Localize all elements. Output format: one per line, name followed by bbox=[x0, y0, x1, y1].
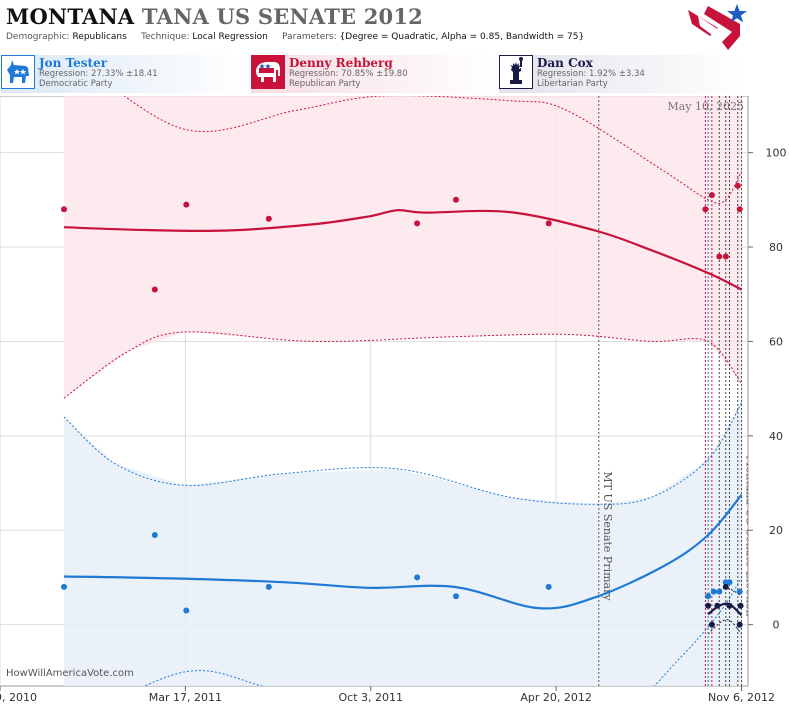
donkey-icon bbox=[1, 55, 35, 89]
event-label: MT US Senate Primary bbox=[601, 471, 614, 601]
poll-point bbox=[414, 220, 421, 227]
y-tick-label: 20 bbox=[769, 524, 783, 537]
y-tick-label: 60 bbox=[769, 335, 783, 348]
regression-line bbox=[63, 494, 743, 610]
confidence-lower-line bbox=[63, 331, 742, 399]
poll-point bbox=[736, 621, 743, 628]
confidence-bands bbox=[63, 96, 742, 686]
event-label: Montana US Senate Election bbox=[744, 455, 757, 616]
confidence-lower-line bbox=[707, 619, 742, 635]
event-lines: MT US Senate Primary Montana US Senate El… bbox=[598, 96, 757, 686]
poll-point bbox=[265, 215, 272, 222]
poll-point bbox=[414, 574, 421, 581]
parameters-label: Parameters: bbox=[282, 32, 337, 42]
poll-point bbox=[716, 253, 723, 260]
poll-point bbox=[736, 206, 743, 213]
site-logo bbox=[688, 4, 747, 50]
candidate-party: Democratic Party bbox=[39, 79, 113, 89]
poll-point bbox=[545, 220, 552, 227]
candidate-party: Libertarian Party bbox=[537, 79, 608, 89]
poll-point bbox=[710, 588, 717, 595]
candidate-card-tester[interactable]: Jon Tester Regression: 27.33% ±18.41 Dem… bbox=[1, 55, 246, 93]
title-race: TANA US SENATE 2012 bbox=[141, 4, 423, 29]
poll-point bbox=[734, 182, 741, 189]
header: MONTANA TANA US SENATE 2012 Demographic:… bbox=[6, 4, 686, 46]
x-tick-label: Nov 6, 2012 bbox=[708, 691, 775, 704]
confidence-upper-line bbox=[63, 402, 742, 505]
poll-point bbox=[702, 206, 709, 213]
poll-point bbox=[722, 253, 729, 260]
chart-parameters: Demographic: Republicans Technique: Loca… bbox=[6, 32, 686, 42]
candidate-regression: Regression: 27.33% ±18.41 bbox=[39, 69, 158, 79]
poll-point bbox=[61, 206, 67, 213]
y-tick-label: 40 bbox=[769, 430, 783, 443]
technique-label: Technique: bbox=[141, 32, 190, 42]
poll-point bbox=[183, 201, 190, 208]
poll-point bbox=[726, 579, 733, 586]
candidate-name: Dan Cox bbox=[537, 56, 593, 70]
poll-point bbox=[716, 588, 723, 595]
current-date-label: May 10, 2025 bbox=[667, 100, 744, 113]
confidence-band-fill bbox=[63, 96, 742, 399]
confidence-band-fill bbox=[63, 402, 742, 686]
demographic-label: Demographic: bbox=[6, 32, 70, 42]
x-tick-label: Apr 20, 2012 bbox=[520, 691, 592, 704]
axes: Aug 29, 2010 Mar 17, 2011 Oct 3, 2011 Apr 2… bbox=[0, 147, 787, 704]
candidate-card-rehberg[interactable]: Denny Rehberg Regression: 70.85% ±19.80 … bbox=[251, 55, 496, 93]
x-tick-label: Mar 17, 2011 bbox=[149, 691, 222, 704]
candidate-name: Denny Rehberg bbox=[289, 56, 393, 70]
poll-point bbox=[151, 532, 158, 538]
x-tick-label: Oct 3, 2011 bbox=[338, 691, 403, 704]
poll-point bbox=[736, 588, 743, 595]
regression-line bbox=[707, 602, 743, 617]
technique-value: Local Regression bbox=[192, 32, 268, 42]
title-state: MONTANA bbox=[6, 4, 135, 29]
poll-point bbox=[705, 593, 712, 600]
candidate-card-cox[interactable]: Dan Cox Regression: 1.92% ±3.34 Libertar… bbox=[499, 55, 744, 93]
poll-point bbox=[726, 602, 733, 609]
y-tick-label: 100 bbox=[766, 147, 787, 160]
poll-point bbox=[737, 602, 744, 609]
x-tick-label: Aug 29, 2010 bbox=[0, 691, 37, 704]
site-credit: HowWillAmericaVote.com bbox=[6, 668, 134, 679]
candidate-party: Republican Party bbox=[289, 79, 361, 89]
poll-point bbox=[705, 602, 712, 609]
y-tick-label: 0 bbox=[773, 619, 780, 632]
series-layer bbox=[61, 182, 744, 628]
candidate-name: Jon Tester bbox=[39, 56, 108, 70]
regression-line bbox=[63, 209, 742, 291]
poll-point bbox=[265, 583, 272, 590]
poll-point bbox=[722, 583, 729, 590]
confidence-lower-line bbox=[143, 577, 742, 686]
candidate-regression: Regression: 70.85% ±19.80 bbox=[289, 69, 408, 79]
page-title: MONTANA TANA US SENATE 2012 bbox=[6, 4, 686, 29]
poll-point bbox=[453, 196, 459, 203]
poll-point bbox=[453, 593, 459, 600]
y-tick-label: 80 bbox=[769, 241, 783, 254]
candidate-regression: Regression: 1.92% ±3.34 bbox=[537, 69, 645, 79]
regression-chart: MT US Senate Primary Montana US Senate El… bbox=[0, 96, 787, 704]
demographic-value: Republicans bbox=[72, 32, 127, 42]
poll-point bbox=[183, 607, 190, 614]
poll-point bbox=[151, 286, 158, 293]
poll-point bbox=[708, 621, 715, 628]
poll-point bbox=[708, 192, 715, 199]
parameters-value: {Degree = Quadratic, Alpha = 0.85, Bandw… bbox=[339, 32, 585, 42]
poll-point bbox=[714, 602, 721, 609]
elephant-icon bbox=[251, 55, 285, 89]
liberty-icon bbox=[499, 55, 533, 89]
poll-point bbox=[545, 583, 552, 590]
poll-point bbox=[61, 583, 67, 590]
